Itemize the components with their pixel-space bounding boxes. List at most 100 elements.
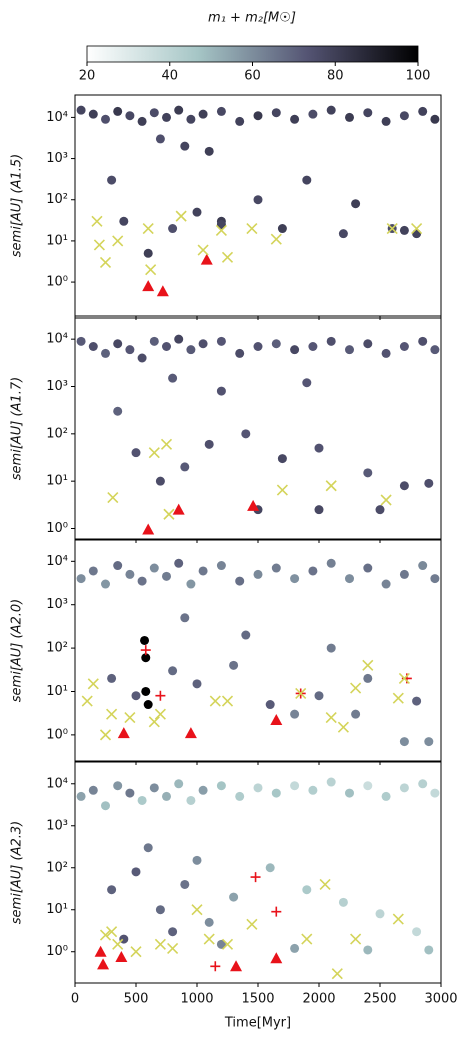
cross-marker: [145, 264, 157, 276]
binary-point: [412, 927, 422, 937]
binary-point: [277, 224, 287, 234]
binary-point: [192, 855, 202, 865]
cross-marker: [142, 222, 154, 235]
binary-point: [186, 795, 196, 805]
binary-point: [162, 571, 171, 581]
plus-marker: [140, 645, 151, 656]
binary-point: [253, 341, 263, 351]
binary-point: [107, 175, 117, 185]
binary-point: [216, 561, 226, 571]
panel: 10⁰ 10¹ 10² 10³ 10⁴ semi[AU] (A1.5): [10, 94, 442, 320]
y-tick-label: 10²: [46, 860, 68, 875]
binary-point: [381, 579, 391, 589]
cross-marker: [191, 904, 203, 916]
binary-point: [192, 679, 202, 689]
merger-triangle: [270, 714, 283, 726]
binary-point: [192, 207, 202, 217]
x-tick-label: 500: [124, 992, 149, 1007]
binary-point: [375, 909, 385, 919]
binary-point: [345, 574, 354, 584]
binary-point: [186, 114, 196, 124]
cross-marker: [81, 695, 93, 707]
binary-point: [314, 691, 324, 701]
binary-point: [101, 801, 110, 811]
y-tick-label: 10⁴: [46, 554, 68, 569]
colorbar-tick-label: 100: [406, 69, 431, 84]
binary-point: [235, 348, 245, 358]
binary-point: [229, 892, 239, 902]
binary-point: [302, 885, 312, 895]
merger-triangle: [270, 952, 283, 964]
cross-marker: [337, 721, 349, 733]
binary-point: [399, 111, 409, 121]
binary-point: [265, 863, 275, 873]
binary-point: [363, 673, 373, 683]
binary-point: [141, 686, 151, 696]
binary-point: [418, 561, 428, 571]
binary-point: [149, 563, 159, 573]
binary-point: [107, 885, 117, 895]
cross-marker: [112, 235, 124, 247]
binary-point: [198, 109, 208, 119]
binary-point: [76, 336, 86, 346]
x-axis-label: Time[Myr]: [224, 1016, 291, 1031]
cross-marker: [154, 708, 166, 720]
cross-marker: [411, 222, 423, 235]
binary-point: [314, 505, 324, 515]
binary-point: [143, 700, 153, 710]
binary-point: [186, 345, 196, 355]
cross-marker: [209, 695, 221, 707]
cross-marker: [130, 946, 142, 958]
cross-marker: [99, 729, 112, 741]
binary-point: [216, 106, 226, 116]
binary-point: [253, 195, 263, 205]
cross-marker: [350, 682, 362, 694]
plus-marker: [250, 872, 261, 883]
cross-marker: [392, 692, 404, 704]
binary-point: [302, 175, 312, 185]
binary-point: [253, 111, 263, 121]
binary-point: [107, 673, 117, 683]
binary-point: [168, 373, 178, 383]
binary-point: [198, 785, 208, 795]
cross-marker: [106, 708, 118, 720]
y-tick-label: 10¹: [46, 902, 68, 917]
y-tick-label: 10⁴: [46, 110, 68, 125]
cross-marker: [160, 438, 173, 450]
y-tick-label: 10⁰: [46, 727, 68, 742]
binary-point: [216, 939, 226, 949]
merger-triangle: [117, 727, 130, 739]
y-tick-label: 10⁰: [46, 944, 68, 959]
cross-marker: [350, 933, 362, 945]
binary-point: [290, 943, 300, 953]
binary-point: [125, 111, 135, 121]
binary-point: [235, 116, 245, 126]
cross-marker: [319, 878, 331, 891]
binary-point: [418, 779, 428, 789]
binary-point: [363, 468, 373, 478]
binary-point: [162, 341, 171, 351]
binary-point: [155, 476, 165, 486]
binary-point: [180, 141, 190, 151]
cross-marker: [398, 672, 410, 684]
colorbar-tick-label: 60: [244, 69, 261, 84]
cross-marker: [148, 716, 160, 728]
binary-point: [326, 777, 336, 787]
binary-point: [399, 225, 409, 235]
binary-point: [198, 339, 208, 349]
binary-point: [186, 579, 196, 589]
y-tick-label: 10³: [46, 379, 68, 394]
cross-marker: [392, 913, 404, 925]
binary-point: [381, 116, 391, 126]
cross-marker: [91, 215, 103, 227]
panel: 10⁰ 10¹ 10² 10³ 10⁴ 0 500 1000 1500 2000 2500 3000 s…: [10, 761, 458, 1031]
binary-point: [424, 945, 434, 955]
y-tick-label: 10⁰: [46, 521, 68, 536]
binary-point: [137, 353, 147, 363]
merger-triangle: [142, 523, 155, 535]
y-tick-label: 10⁰: [46, 275, 68, 290]
binary-point: [180, 613, 190, 623]
colorbar-label: m₁ + m₂[M☉]: [208, 11, 296, 26]
binary-point: [399, 481, 409, 491]
binary-point: [338, 897, 348, 907]
